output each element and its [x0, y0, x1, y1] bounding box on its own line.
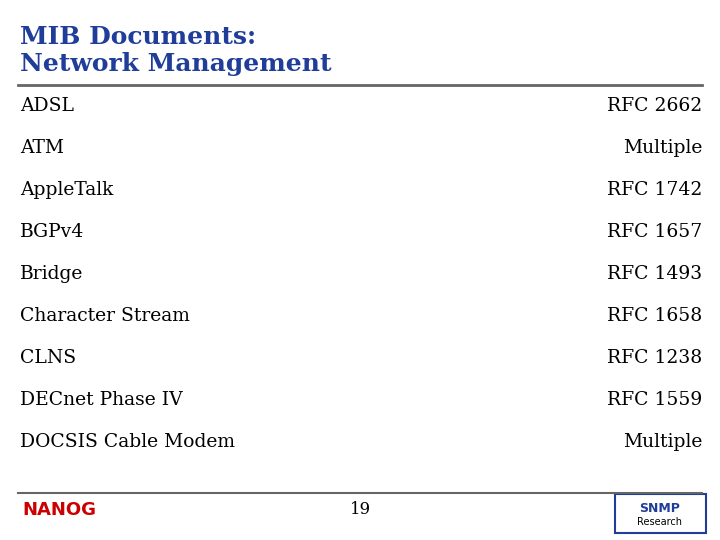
Text: RFC 1657: RFC 1657 — [607, 223, 702, 241]
Text: RFC 2662: RFC 2662 — [607, 97, 702, 115]
Text: AppleTalk: AppleTalk — [20, 181, 113, 199]
Text: Character Stream: Character Stream — [20, 307, 190, 325]
Text: RFC 1493: RFC 1493 — [607, 265, 702, 283]
Text: MIB Documents:: MIB Documents: — [20, 25, 256, 49]
Text: RFC 1238: RFC 1238 — [607, 349, 702, 367]
Text: DECnet Phase IV: DECnet Phase IV — [20, 391, 183, 409]
Text: Multiple: Multiple — [623, 433, 702, 451]
Text: BGPv4: BGPv4 — [20, 223, 84, 241]
Text: RFC 1559: RFC 1559 — [607, 391, 702, 409]
Text: CLNS: CLNS — [20, 349, 76, 367]
Text: DOCSIS Cable Modem: DOCSIS Cable Modem — [20, 433, 235, 451]
FancyBboxPatch shape — [614, 494, 706, 532]
Text: SNMP: SNMP — [639, 502, 680, 515]
Text: ATM: ATM — [20, 139, 64, 157]
Text: 19: 19 — [349, 502, 371, 518]
Text: Network Management: Network Management — [20, 52, 331, 76]
Text: Multiple: Multiple — [623, 139, 702, 157]
Text: RFC 1742: RFC 1742 — [607, 181, 702, 199]
Text: Research: Research — [637, 517, 683, 527]
Text: RFC 1658: RFC 1658 — [607, 307, 702, 325]
Text: ADSL: ADSL — [20, 97, 74, 115]
Text: NANOG: NANOG — [22, 501, 96, 519]
Text: Bridge: Bridge — [20, 265, 84, 283]
